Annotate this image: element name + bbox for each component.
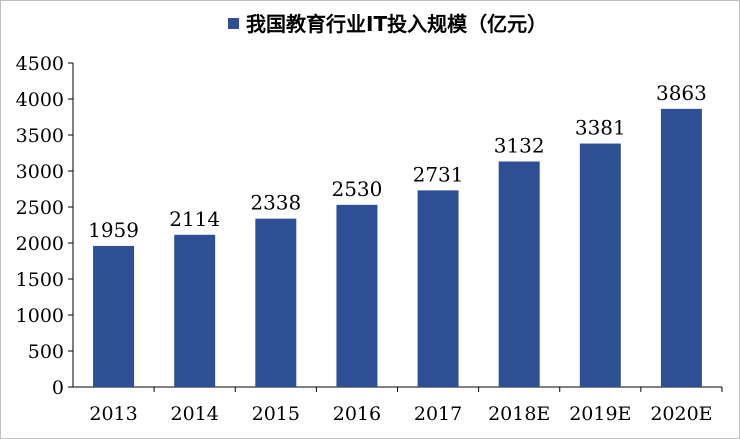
axes: 0 500 1000 1500 2000 2500 3000 3500 4000 4500 2013… (16, 53, 723, 425)
data-label: 3863 (656, 81, 707, 105)
bar (660, 108, 702, 387)
x-tick-label: 2018E (488, 403, 550, 425)
bar (498, 161, 540, 387)
data-label: 2731 (413, 162, 464, 186)
y-tick-label: 0 (52, 377, 64, 399)
y-tick-label: 1500 (16, 269, 64, 291)
legend-label: 我国教育行业IT投入规模（亿元） (246, 12, 547, 36)
data-label: 2114 (169, 207, 220, 231)
data-labels: 1959 2114 2338 2530 2731 3132 3381 3863 (88, 81, 707, 242)
x-tick-label: 2017 (414, 403, 462, 425)
x-tick-label: 2013 (89, 403, 137, 425)
y-tick-label: 1000 (16, 305, 64, 327)
data-label: 3381 (575, 116, 626, 140)
bar (417, 190, 459, 387)
x-tick-label: 2015 (252, 403, 300, 425)
y-tick-label: 3000 (16, 161, 64, 183)
bar (174, 234, 216, 387)
bar (336, 204, 378, 387)
y-tick-label: 4500 (16, 53, 64, 75)
y-tick-label: 4000 (16, 89, 64, 111)
bars (93, 108, 702, 387)
x-tick-label: 2020E (650, 403, 712, 425)
y-tick-label: 500 (28, 341, 64, 363)
bar (255, 218, 297, 387)
data-label: 1959 (88, 218, 139, 242)
legend-swatch (228, 18, 239, 29)
data-label: 2338 (250, 191, 301, 215)
y-tick-label: 2500 (16, 197, 64, 219)
x-tick-label: 2019E (569, 403, 631, 425)
x-tick-label: 2016 (333, 403, 381, 425)
data-label: 2530 (331, 177, 382, 201)
y-tick-label: 2000 (16, 233, 64, 255)
data-label: 3132 (494, 133, 545, 157)
x-tick-label: 2014 (171, 403, 219, 425)
legend: 我国教育行业IT投入规模（亿元） (228, 12, 547, 36)
bar (579, 143, 621, 387)
y-tick-label: 3500 (16, 125, 64, 147)
bar (93, 245, 135, 387)
